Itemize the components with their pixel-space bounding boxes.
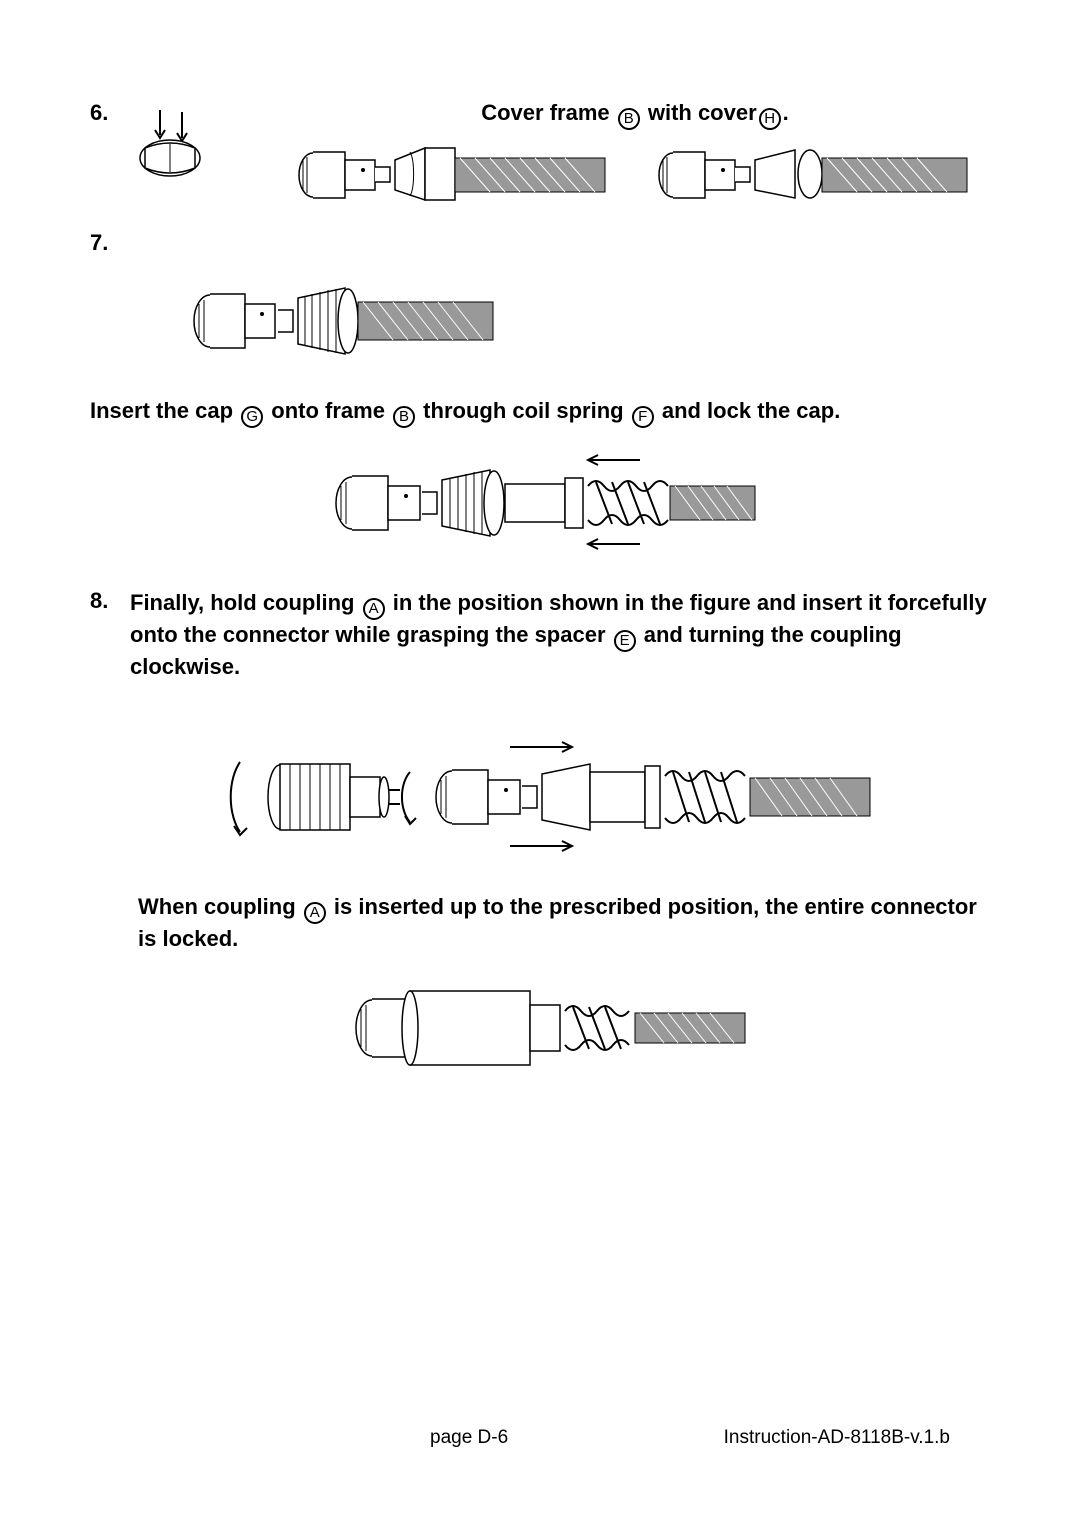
step-6-number: 6. bbox=[90, 100, 130, 126]
diagram-step6-assy-2 bbox=[655, 140, 975, 210]
step-6-text: Cover frame B with coverH. bbox=[280, 100, 990, 130]
ref-B-icon: B bbox=[618, 108, 640, 130]
step-8-number: 8. bbox=[90, 588, 130, 614]
footer-page: page D-6 bbox=[430, 1427, 508, 1449]
step-7-body: Insert the cap G onto frame B through co… bbox=[90, 396, 990, 428]
diagram-step6-assy-1 bbox=[295, 140, 615, 210]
ref-F-icon: F bbox=[632, 406, 654, 428]
ref-E-icon: E bbox=[614, 630, 636, 652]
ref-G-icon: G bbox=[241, 406, 263, 428]
step-7-number: 7. bbox=[90, 230, 130, 256]
ref-B-icon-2: B bbox=[393, 406, 415, 428]
diagram-step8-locked bbox=[350, 973, 750, 1083]
footer-doc: Instruction-AD-8118B-v.1.b bbox=[724, 1427, 950, 1449]
ref-A-icon-2: A bbox=[304, 902, 326, 924]
diagram-step8-insert bbox=[220, 722, 880, 862]
diagram-step7-bottom bbox=[330, 448, 760, 558]
diagram-step6-small-part bbox=[130, 100, 240, 190]
ref-A-icon: A bbox=[363, 598, 385, 620]
diagram-step7-top bbox=[190, 276, 500, 366]
step-8-body-1: Finally, hold coupling A in the position… bbox=[130, 588, 990, 682]
step-8-body-2: When coupling A is inserted up to the pr… bbox=[138, 892, 990, 954]
ref-H-icon: H bbox=[759, 108, 781, 130]
